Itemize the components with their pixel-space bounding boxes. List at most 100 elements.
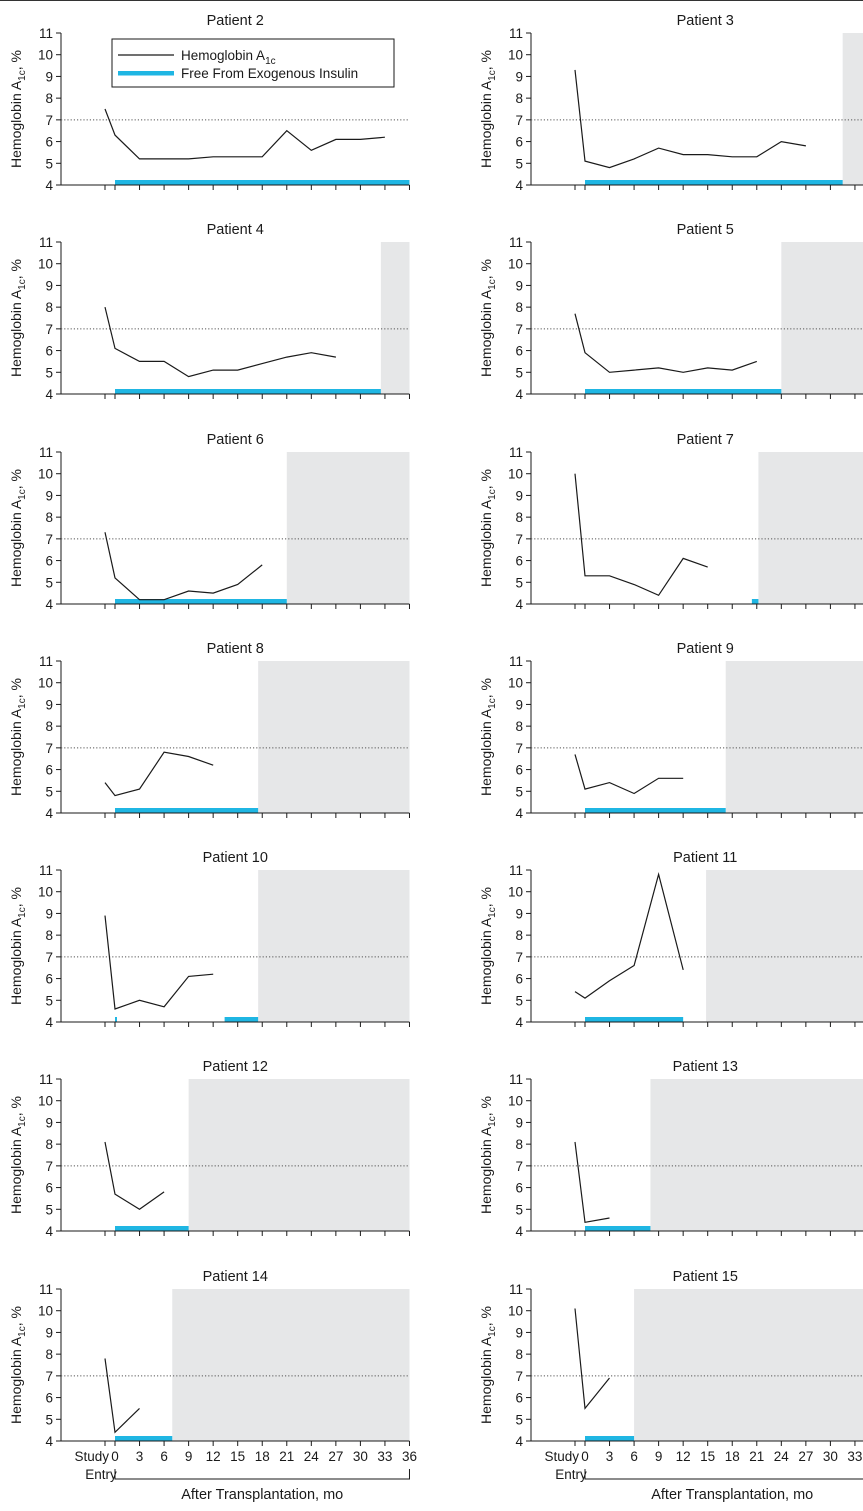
y-axis-label-subscript: 1c: [487, 698, 498, 709]
y-tick-label: 9: [515, 906, 523, 921]
y-tick-label: 5: [45, 575, 53, 590]
x-tick-label: 15: [230, 1449, 245, 1464]
y-axis-label-subscript: 1c: [17, 1116, 28, 1127]
no-follow-up-shaded-region: [758, 452, 863, 604]
y-tick-label: 4: [45, 1015, 53, 1030]
y-tick-label: 8: [515, 719, 523, 734]
y-tick-label: 5: [515, 1202, 523, 1217]
panel-title: Patient 9: [677, 641, 734, 657]
y-tick-label: 5: [45, 1412, 53, 1427]
x-tick-label: 21: [749, 1449, 764, 1464]
hba1c-series-line: [574, 754, 684, 795]
y-tick-label: 7: [515, 741, 523, 756]
y-tick-label: 5: [45, 784, 53, 799]
y-tick-label: 5: [45, 365, 53, 380]
y-tick-label: 11: [509, 654, 523, 669]
y-axis-label-suffix: , %: [8, 50, 24, 70]
no-follow-up-shaded-region: [725, 661, 863, 813]
y-tick-label: 9: [45, 1325, 53, 1340]
y-axis-label-subscript: 1c: [487, 1116, 498, 1127]
x-tick-label: 33: [847, 1449, 862, 1464]
y-tick-label: 4: [45, 178, 53, 193]
insulin-free-bar: [115, 1436, 173, 1441]
y-axis-label: Hemoglobin A1c, %: [478, 1096, 498, 1214]
y-tick-label: 10: [38, 1304, 53, 1319]
legend-bar-swatch: [118, 71, 174, 76]
hba1c-series-line: [104, 532, 263, 601]
y-tick-label: 9: [515, 69, 523, 84]
hba1c-series-line: [104, 306, 337, 378]
y-axis-label-prefix: Hemoglobin A: [478, 499, 494, 587]
y-axis-label: Hemoglobin A1c, %: [8, 1306, 28, 1424]
y-tick-label: 6: [515, 972, 523, 987]
y-axis-label-prefix: Hemoglobin A: [478, 289, 494, 377]
patient-chart-panel: Patient 5 4 5 6 7 8 9 10 11 Hemoglobin A1c, %: [478, 222, 863, 402]
hba1c-series-line: [104, 751, 214, 797]
y-tick-label: 4: [515, 806, 523, 821]
y-axis-label-suffix: , %: [8, 1096, 24, 1116]
y-tick-label: 4: [515, 1015, 523, 1030]
y-tick-label: 8: [45, 510, 53, 525]
y-tick-label: 4: [45, 806, 53, 821]
y-axis-label-prefix: Hemoglobin A: [478, 1126, 494, 1214]
no-follow-up-shaded-region: [188, 1079, 410, 1231]
y-tick-label: 7: [45, 741, 53, 756]
patient-chart-panel: Patient 14 4 5 6 7 8 9 10 11 Hemoglobin A1c, % Stu…: [8, 1269, 417, 1503]
y-tick-label: 6: [45, 554, 53, 569]
no-follow-up-shaded-region: [842, 33, 863, 185]
legend-hba1c-subscript: 1c: [265, 56, 276, 67]
insulin-free-bar: [115, 1226, 189, 1231]
y-tick-label: 4: [45, 387, 53, 402]
y-axis-label-prefix: Hemoglobin A: [478, 917, 494, 1005]
patient-chart-panel: Patient 9 4 5 6 7 8 9 10 11 Hemoglobin A1c, %: [478, 641, 863, 821]
no-follow-up-shaded-region: [781, 242, 863, 394]
hba1c-series-line: [574, 473, 708, 597]
insulin-free-bar: [585, 1226, 651, 1231]
y-tick-label: 11: [39, 654, 53, 669]
no-follow-up-shaded-region: [706, 870, 863, 1022]
y-axis-label-subscript: 1c: [487, 907, 498, 918]
y-tick-label: 5: [515, 784, 523, 799]
y-axis-label: Hemoglobin A1c, %: [8, 1096, 28, 1214]
panel-title: Patient 15: [673, 1269, 738, 1285]
y-axis-label: Hemoglobin A1c, %: [478, 259, 498, 377]
hba1c-series-line: [574, 69, 807, 169]
y-axis-label-suffix: , %: [8, 887, 24, 907]
hba1c-series-line: [574, 1308, 610, 1410]
y-tick-label: 6: [515, 344, 523, 359]
y-tick-label: 9: [45, 1115, 53, 1130]
y-axis-label-suffix: , %: [478, 50, 494, 70]
no-follow-up-shaded-region: [258, 661, 410, 813]
y-tick-label: 7: [515, 1369, 523, 1384]
y-tick-label: 5: [515, 575, 523, 590]
y-tick-label: 8: [515, 1137, 523, 1152]
x-tick-label: 9: [655, 1449, 663, 1464]
y-axis-label-prefix: Hemoglobin A: [8, 1336, 24, 1424]
y-axis-label-subscript: 1c: [487, 489, 498, 500]
x-study-entry-label: Entry: [555, 1467, 587, 1482]
y-tick-label: 5: [515, 1412, 523, 1427]
panel-title: Patient 13: [673, 1059, 738, 1075]
y-tick-label: 10: [508, 467, 523, 482]
y-tick-label: 4: [45, 1224, 53, 1239]
y-tick-label: 11: [509, 235, 523, 250]
panel-title: Patient 8: [207, 641, 264, 657]
x-tick-label: 0: [111, 1449, 119, 1464]
panel-title: Patient 4: [207, 222, 264, 238]
y-tick-label: 8: [515, 91, 523, 106]
y-tick-label: 10: [508, 48, 523, 63]
x-tick-label: 6: [630, 1449, 638, 1464]
y-tick-label: 6: [515, 763, 523, 778]
x-tick-label: 33: [377, 1449, 392, 1464]
y-axis-label-prefix: Hemoglobin A: [478, 1336, 494, 1424]
y-axis-label-prefix: Hemoglobin A: [478, 80, 494, 168]
y-axis-label: Hemoglobin A1c, %: [8, 678, 28, 796]
x-tick-label: 36: [402, 1449, 417, 1464]
y-tick-label: 8: [45, 1347, 53, 1362]
patient-chart-panel: Patient 12 4 5 6 7 8 9 10 11 Hemoglobin A1c, %: [8, 1059, 410, 1239]
y-tick-label: 11: [509, 863, 523, 878]
after-transplant-bracket: [584, 1469, 863, 1480]
x-study-entry-label: Entry: [85, 1467, 117, 1482]
y-tick-label: 11: [39, 445, 53, 460]
x-tick-label: 21: [279, 1449, 294, 1464]
